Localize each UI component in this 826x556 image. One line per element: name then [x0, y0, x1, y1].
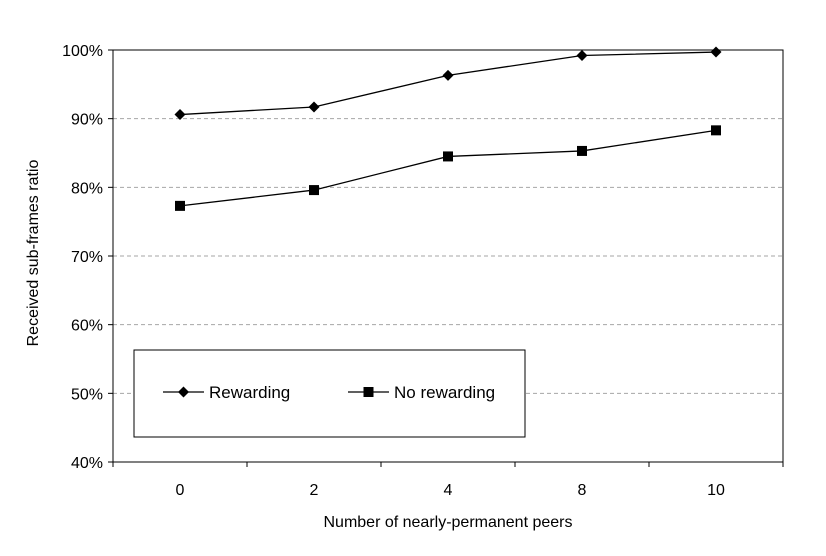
series-rewarding: [174, 46, 722, 121]
series-no-rewarding: [175, 125, 721, 211]
legend-box: [133, 349, 526, 438]
x-tick-label: 0: [176, 482, 185, 499]
axes: 40% 50% 60% 70% 80% 90% 100% 0 2 4 8 10: [62, 43, 784, 499]
data-point: [577, 145, 587, 156]
y-tick-label: 40%: [71, 455, 103, 472]
legend-marker: [363, 387, 374, 397]
series-line: [179, 51, 717, 116]
data-point: [309, 185, 319, 196]
x-tick-label: 4: [444, 482, 453, 499]
data-point: [710, 46, 722, 58]
x-tick-label: 2: [310, 482, 319, 499]
series-line: [179, 129, 717, 207]
data-point: [576, 49, 588, 61]
legend-label: No rewarding: [394, 383, 495, 402]
data-point: [711, 125, 721, 136]
y-axis-title: Received sub-frames ratio: [25, 160, 42, 347]
data-point: [175, 200, 185, 211]
series: [174, 46, 722, 211]
legend-label: Rewarding: [209, 383, 290, 402]
y-tick-label: 70%: [71, 249, 103, 266]
y-tick-label: 80%: [71, 180, 103, 197]
x-axis-title: Number of nearly-permanent peers: [323, 514, 572, 531]
y-tick-label: 60%: [71, 318, 103, 335]
x-tick-label: 10: [707, 482, 725, 499]
data-point: [308, 101, 320, 113]
data-point: [442, 69, 454, 81]
data-point: [174, 109, 186, 121]
y-tick-label: 90%: [71, 112, 103, 129]
x-tick-label: 8: [578, 482, 587, 499]
y-tick-label: 50%: [71, 386, 103, 403]
y-tick-label: 100%: [62, 43, 103, 60]
data-point: [443, 151, 453, 162]
legend-marker: [178, 386, 189, 398]
legend: Rewarding No rewarding: [133, 349, 526, 438]
